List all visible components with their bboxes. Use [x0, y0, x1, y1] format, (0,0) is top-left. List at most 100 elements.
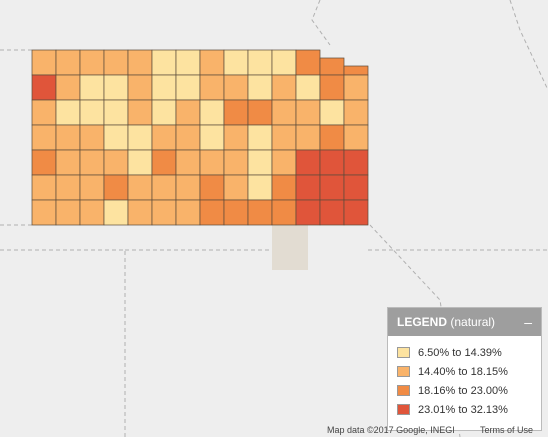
county[interactable] — [295, 199, 321, 226]
county[interactable] — [103, 74, 129, 101]
county[interactable] — [103, 49, 129, 76]
county[interactable] — [319, 124, 345, 151]
county[interactable] — [271, 199, 297, 226]
county[interactable] — [175, 99, 201, 126]
county[interactable] — [247, 49, 273, 76]
county[interactable] — [55, 174, 81, 201]
county[interactable] — [199, 124, 225, 151]
county[interactable] — [199, 49, 225, 76]
county[interactable] — [127, 49, 153, 76]
county[interactable] — [175, 149, 201, 176]
county[interactable] — [31, 174, 57, 201]
collapse-button[interactable]: – — [524, 314, 532, 330]
county[interactable] — [103, 149, 129, 176]
county[interactable] — [151, 174, 177, 201]
county[interactable] — [79, 174, 105, 201]
county[interactable] — [31, 49, 57, 76]
county[interactable] — [343, 74, 369, 101]
county[interactable] — [103, 99, 129, 126]
county[interactable] — [223, 174, 249, 201]
county[interactable] — [127, 174, 153, 201]
county[interactable] — [223, 49, 249, 76]
county[interactable] — [319, 174, 345, 201]
county[interactable] — [343, 65, 369, 76]
county[interactable] — [127, 124, 153, 151]
county[interactable] — [151, 49, 177, 76]
county[interactable] — [247, 74, 273, 101]
county[interactable] — [175, 49, 201, 76]
county[interactable] — [247, 99, 273, 126]
county[interactable] — [79, 74, 105, 101]
county[interactable] — [151, 199, 177, 226]
county[interactable] — [199, 74, 225, 101]
county[interactable] — [319, 149, 345, 176]
terms-link[interactable]: Terms of Use — [480, 425, 534, 435]
county[interactable] — [295, 74, 321, 101]
legend-header[interactable]: LEGEND (natural) – — [388, 308, 541, 336]
county[interactable] — [223, 124, 249, 151]
county[interactable] — [175, 124, 201, 151]
county[interactable] — [295, 149, 321, 176]
county[interactable] — [271, 99, 297, 126]
county[interactable] — [199, 149, 225, 176]
county[interactable] — [175, 199, 201, 226]
county[interactable] — [55, 124, 81, 151]
county[interactable] — [247, 149, 273, 176]
county[interactable] — [343, 199, 369, 226]
county[interactable] — [223, 199, 249, 226]
county[interactable] — [79, 149, 105, 176]
county[interactable] — [271, 149, 297, 176]
county[interactable] — [319, 99, 345, 126]
county[interactable] — [175, 174, 201, 201]
county[interactable] — [151, 99, 177, 126]
county[interactable] — [151, 124, 177, 151]
county[interactable] — [31, 199, 57, 226]
county[interactable] — [223, 74, 249, 101]
county[interactable] — [199, 174, 225, 201]
county[interactable] — [127, 99, 153, 126]
county[interactable] — [271, 124, 297, 151]
county[interactable] — [55, 99, 81, 126]
county[interactable] — [55, 149, 81, 176]
county[interactable] — [223, 99, 249, 126]
county[interactable] — [55, 49, 81, 76]
county[interactable] — [79, 199, 105, 226]
county[interactable] — [319, 199, 345, 226]
county[interactable] — [55, 199, 81, 226]
county[interactable] — [31, 99, 57, 126]
county[interactable] — [31, 74, 57, 101]
county[interactable] — [103, 174, 129, 201]
county[interactable] — [343, 149, 369, 176]
county[interactable] — [343, 174, 369, 201]
county[interactable] — [31, 149, 57, 176]
county[interactable] — [103, 124, 129, 151]
county[interactable] — [319, 57, 345, 76]
county[interactable] — [319, 74, 345, 101]
county[interactable] — [271, 49, 297, 76]
county[interactable] — [151, 149, 177, 176]
county[interactable] — [151, 74, 177, 101]
county[interactable] — [343, 124, 369, 151]
county[interactable] — [295, 99, 321, 126]
county[interactable] — [295, 49, 321, 76]
county[interactable] — [247, 199, 273, 226]
county[interactable] — [295, 174, 321, 201]
county[interactable] — [271, 174, 297, 201]
county[interactable] — [271, 74, 297, 101]
county[interactable] — [79, 124, 105, 151]
county[interactable] — [199, 199, 225, 226]
county[interactable] — [343, 99, 369, 126]
county[interactable] — [103, 199, 129, 226]
county[interactable] — [79, 49, 105, 76]
county[interactable] — [199, 99, 225, 126]
county[interactable] — [55, 74, 81, 101]
county[interactable] — [247, 124, 273, 151]
county[interactable] — [295, 124, 321, 151]
county[interactable] — [127, 149, 153, 176]
county[interactable] — [247, 174, 273, 201]
county[interactable] — [175, 74, 201, 101]
county[interactable] — [79, 99, 105, 126]
county[interactable] — [127, 74, 153, 101]
county[interactable] — [127, 199, 153, 226]
county[interactable] — [31, 124, 57, 151]
